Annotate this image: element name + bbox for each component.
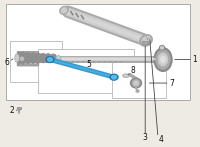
Text: 2: 2 — [9, 106, 14, 115]
Ellipse shape — [142, 37, 150, 44]
Circle shape — [110, 74, 118, 80]
Ellipse shape — [130, 78, 142, 88]
Ellipse shape — [158, 53, 168, 66]
FancyBboxPatch shape — [10, 41, 62, 82]
Text: 1: 1 — [193, 55, 197, 64]
FancyBboxPatch shape — [6, 4, 190, 100]
Text: 3: 3 — [143, 133, 148, 142]
Ellipse shape — [134, 81, 138, 85]
Ellipse shape — [161, 56, 165, 63]
Ellipse shape — [140, 35, 152, 46]
Circle shape — [112, 75, 116, 79]
FancyBboxPatch shape — [17, 52, 39, 66]
Ellipse shape — [21, 57, 24, 60]
Text: 8: 8 — [130, 66, 135, 75]
Circle shape — [48, 58, 52, 61]
Ellipse shape — [17, 108, 21, 110]
Ellipse shape — [56, 56, 61, 60]
Ellipse shape — [60, 6, 68, 14]
Ellipse shape — [16, 55, 18, 61]
Ellipse shape — [161, 46, 163, 49]
FancyBboxPatch shape — [19, 53, 37, 64]
Circle shape — [46, 57, 54, 62]
Text: 4: 4 — [159, 135, 163, 144]
FancyBboxPatch shape — [38, 49, 134, 93]
Ellipse shape — [61, 8, 67, 13]
Ellipse shape — [156, 50, 170, 69]
Polygon shape — [18, 51, 56, 65]
Ellipse shape — [57, 57, 60, 59]
Circle shape — [147, 36, 150, 38]
Text: 7: 7 — [170, 79, 174, 88]
Ellipse shape — [160, 46, 164, 50]
Text: 5: 5 — [87, 60, 91, 69]
Ellipse shape — [20, 56, 24, 61]
Ellipse shape — [124, 75, 128, 77]
Ellipse shape — [123, 74, 129, 77]
Ellipse shape — [132, 80, 140, 87]
FancyBboxPatch shape — [142, 41, 148, 44]
FancyBboxPatch shape — [112, 62, 166, 98]
Ellipse shape — [15, 54, 19, 62]
Circle shape — [148, 36, 149, 38]
Ellipse shape — [154, 48, 172, 71]
Circle shape — [136, 90, 139, 92]
Text: 6: 6 — [5, 58, 10, 67]
FancyBboxPatch shape — [17, 107, 21, 109]
